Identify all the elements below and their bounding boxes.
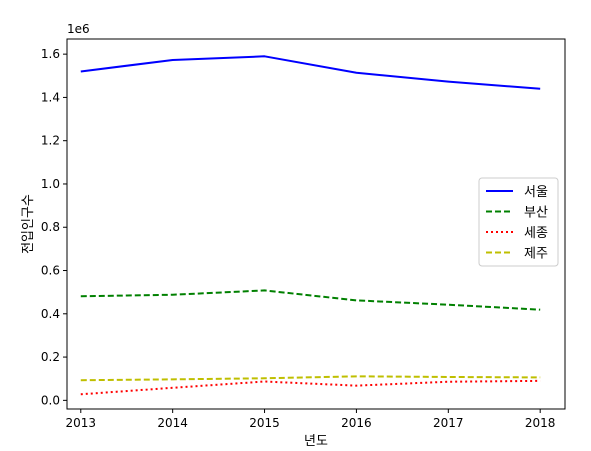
- legend-label: 세종: [524, 226, 548, 241]
- y-tick-label: 0.6: [41, 264, 60, 278]
- series-line-4: [80, 375, 541, 382]
- series-line-3: [80, 379, 541, 396]
- x-tick-label: 2014: [157, 416, 188, 430]
- plot-area: [66, 38, 566, 410]
- y-tick-label: 0.8: [41, 220, 60, 234]
- legend-label: 제주: [524, 247, 548, 262]
- axes-frame: [66, 38, 566, 410]
- y-tick-label: 0.2: [41, 350, 60, 364]
- legend-label: 부산: [524, 206, 548, 221]
- series-line-2: [80, 289, 541, 311]
- y-tick-label: 1.4: [41, 90, 60, 104]
- legend-label: 서울: [524, 185, 548, 200]
- y-tick-label: 0.0: [41, 393, 60, 407]
- x-tick-label: 2013: [66, 416, 97, 430]
- y-tick-label: 1.2: [41, 134, 60, 148]
- x-tick-label: 2017: [433, 416, 464, 430]
- y-offset-label: 1e6: [67, 22, 90, 36]
- x-tick-label: 2018: [525, 416, 556, 430]
- legend-box: [478, 177, 559, 267]
- y-axis-label: 전입인구수: [21, 194, 36, 254]
- x-axis-label: 년도: [304, 434, 328, 449]
- y-tick-label: 1.6: [41, 47, 60, 61]
- x-tick-label: 2015: [249, 416, 280, 430]
- series-line-1: [80, 55, 541, 90]
- y-tick-label: 1.0: [41, 177, 60, 191]
- x-axis: 2013 2014 2015 2016 2017 2018: [66, 409, 556, 430]
- y-axis: 0.0 0.2 0.4 0.6 0.8 1.0 1.2 1.4 1.6: [41, 47, 67, 407]
- series-layer: [80, 55, 541, 396]
- x-tick-label: 2016: [341, 416, 372, 430]
- y-tick-label: 0.4: [41, 307, 60, 321]
